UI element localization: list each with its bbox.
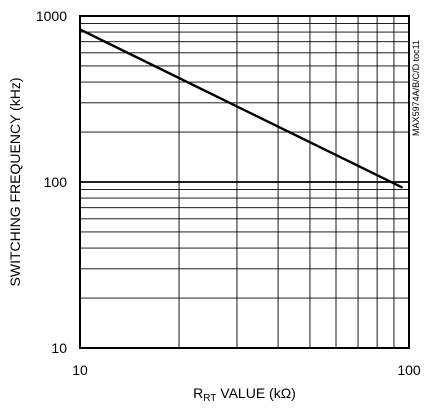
y-tick-label: 1000 [36,8,67,24]
series-line-0 [78,28,403,189]
x-tick-label: 10 [72,362,88,378]
plot-frame [79,15,410,349]
tick-labels: 10 100 1000 10 100 [36,8,421,378]
x-tick-label: 100 [397,362,421,378]
chart-annotation: MAX5974A/B/C/D toc11 [411,40,421,136]
grid [80,16,409,348]
x-axis-label-rest: VALUE (kΩ) [216,385,295,401]
x-axis-label-subscript: RT [203,393,216,404]
x-axis-label-main: R [193,385,203,401]
y-axis-label: SWITCHING FREQUENCY (kHz) [7,78,23,287]
series-layer [78,28,403,189]
y-tick-label: 100 [44,174,68,190]
y-tick-label: 10 [51,340,67,356]
x-axis-label: RRT VALUE (kΩ) [193,385,296,404]
labels: SWITCHING FREQUENCY (kHz) RRT VALUE (kΩ)… [7,40,421,404]
